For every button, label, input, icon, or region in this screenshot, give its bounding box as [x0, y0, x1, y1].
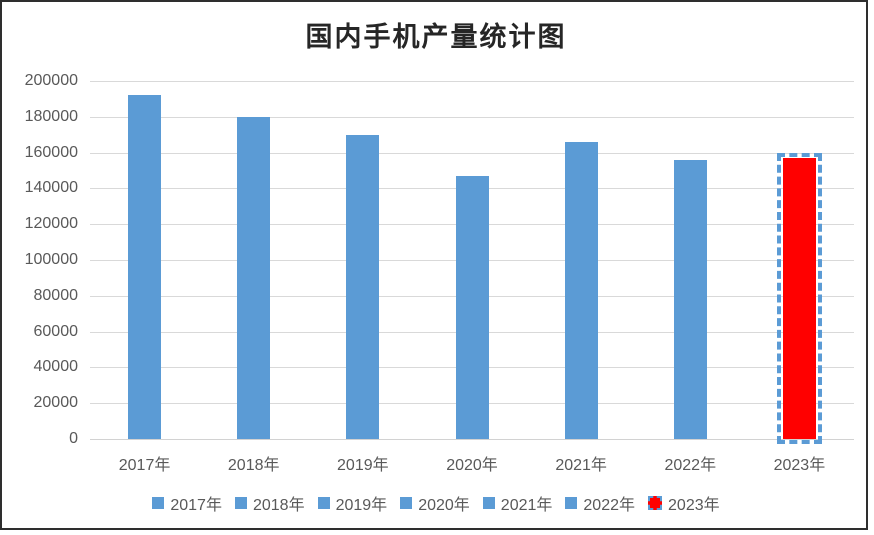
legend-swatch-icon [400, 497, 413, 509]
x-axis-label-2020年: 2020年 [446, 457, 498, 474]
x-axis-label-2023年: 2023年 [773, 457, 826, 474]
bar-2022年[interactable] [673, 159, 707, 439]
x-axis-label-2019年: 2019年 [337, 457, 389, 474]
gridline-200000 [90, 81, 854, 82]
y-axis-tick-label: 180000 [24, 107, 78, 125]
y-axis-tick-label: 100000 [24, 251, 78, 268]
legend-label: 2023年 [668, 497, 720, 514]
legend-label: 2017年 [170, 497, 222, 514]
x-axis-label-2017年: 2017年 [118, 457, 171, 474]
y-axis-tick-label: 60000 [33, 322, 79, 340]
legend-label: 2018年 [252, 497, 305, 514]
legend-item-2023年[interactable]: 2023年 [648, 491, 720, 515]
y-axis-tick-label: 40000 [33, 358, 79, 376]
y-axis-tick-label: 80000 [33, 286, 79, 304]
legend: 2017年 2018年 2019年 2020年 2021年 2022年 2023年 [2, 491, 870, 515]
legend-label: 2019年 [335, 497, 388, 514]
legend-swatch-icon [317, 497, 330, 509]
legend-swatch-icon [152, 497, 165, 509]
legend-item-2018年[interactable]: 2018年 [234, 491, 305, 515]
bar-2020年[interactable] [455, 175, 489, 439]
legend-label: 2022年 [583, 497, 636, 514]
legend-swatch-selected-icon [648, 496, 663, 510]
legend-item-2017年[interactable]: 2017年 [152, 491, 222, 515]
y-axis-tick-label: 0 [69, 430, 78, 447]
y-axis-tick-label: 20000 [33, 394, 79, 412]
bar-2021年[interactable] [564, 141, 598, 439]
legend-swatch-icon [234, 497, 247, 509]
chart-title[interactable]: 国内手机产量统计图 [305, 22, 567, 53]
legend-swatch-icon [482, 497, 495, 509]
bar-2019年[interactable] [346, 134, 380, 439]
bar-2023年-selected[interactable] [782, 157, 816, 439]
bar-2018年[interactable] [237, 116, 271, 439]
legend-label: 2021年 [500, 497, 553, 514]
legend-label: 2020年 [418, 497, 470, 514]
gridline-0 [90, 439, 854, 440]
legend-swatch-icon [565, 497, 578, 509]
legend-item-2021年[interactable]: 2021年 [482, 491, 553, 515]
x-axis-label-2022年: 2022年 [664, 457, 717, 474]
x-axis-label-2018年: 2018年 [227, 457, 280, 474]
gridline-160000 [90, 152, 854, 154]
y-axis-tick-label: 120000 [24, 215, 78, 233]
x-axis-label-2021年: 2021年 [555, 457, 607, 474]
legend-item-2019年[interactable]: 2019年 [317, 491, 388, 515]
legend-item-2022年[interactable]: 2022年 [565, 491, 635, 515]
y-axis-tick-label: 140000 [24, 179, 78, 197]
bar-2017年[interactable] [128, 95, 162, 439]
y-axis-tick-label: 200000 [24, 72, 78, 89]
plot-area [90, 81, 854, 444]
legend-item-2020年[interactable]: 2020年 [400, 491, 470, 515]
y-axis-tick-label: 160000 [24, 143, 78, 161]
gridline-180000 [90, 116, 854, 118]
